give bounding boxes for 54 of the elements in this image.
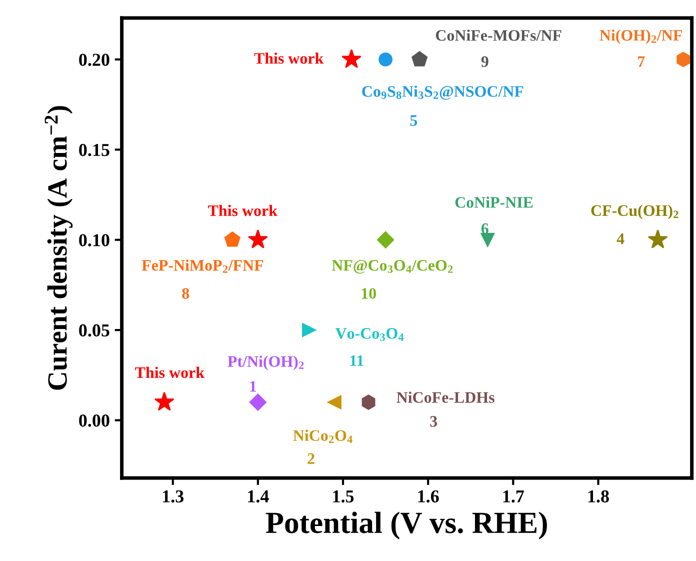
series-label: Vo-Co$_{3}$O$_{4}$ xyxy=(335,328,404,341)
annotation: 3 xyxy=(418,91,424,99)
text: 9 xyxy=(481,56,488,68)
point xyxy=(378,52,392,66)
point xyxy=(224,232,240,247)
point xyxy=(154,392,174,411)
annotation: 4 xyxy=(616,233,624,244)
annotation: 7 xyxy=(638,56,645,67)
y-tick-label: 0.00 xyxy=(79,414,110,427)
point xyxy=(412,51,428,66)
point xyxy=(249,394,266,411)
point xyxy=(342,49,362,68)
text: Pt/Ni(OH)$_{2}$ xyxy=(228,356,304,370)
annotation: 1 xyxy=(250,381,256,392)
series-label: NF@Co$_{3}$O$_{4}$/CeO$_{2}$ xyxy=(332,260,453,274)
annotation: 2 xyxy=(434,91,438,99)
text: 2 xyxy=(308,453,314,464)
text: 8 xyxy=(182,288,190,299)
text: This work xyxy=(135,366,204,378)
series-label: Ni(OH)$_{2}$/NF xyxy=(600,29,682,44)
y-tick-label: 0.15 xyxy=(79,144,110,156)
text: 3 xyxy=(430,416,438,427)
annotation: 5 xyxy=(410,115,418,126)
x-tick-label: 1.3 xyxy=(163,490,184,503)
point xyxy=(376,231,394,248)
annotation: 11 xyxy=(350,355,364,366)
series-label: CF-Cu(OH)$_{2}$ xyxy=(591,204,678,220)
point xyxy=(676,52,690,68)
point xyxy=(248,229,268,248)
series-label: CoNiP-NIE xyxy=(455,196,533,208)
y-axis-title: Curent density (A cm$^{−2}$) xyxy=(44,106,73,390)
annotation: 9 xyxy=(381,91,386,99)
y-tick-label: 0.10 xyxy=(79,234,110,246)
point xyxy=(362,394,376,410)
series-label: NiCoFe-LDHs xyxy=(396,392,494,403)
series-label: CoNiFe-MOFs/NF xyxy=(436,30,562,41)
series-label: FeP-NiMoP$_{2}$/FNF xyxy=(142,259,264,273)
y-tick-label: 0.05 xyxy=(79,324,110,337)
x-tick-label: 1.6 xyxy=(418,490,439,503)
x-tick-label: 1.5 xyxy=(333,490,354,503)
series-label: NiCo$_{2}$O$_{4}$ xyxy=(293,430,352,443)
point xyxy=(648,229,668,248)
x-tick-label: 1.7 xyxy=(503,490,524,503)
point xyxy=(480,232,495,247)
x-tick-label: 1.8 xyxy=(588,490,609,503)
x-axis-title: Potential (V vs. RHE) xyxy=(266,512,547,540)
annotation: 10 xyxy=(362,288,376,299)
annotation: 8 xyxy=(396,91,402,99)
x-tick-label: 1.4 xyxy=(248,490,269,503)
y-tick-label: 0.20 xyxy=(79,54,110,66)
point xyxy=(328,395,342,410)
text: This work xyxy=(208,204,278,216)
series-label: This work xyxy=(254,52,324,64)
point xyxy=(302,323,316,337)
